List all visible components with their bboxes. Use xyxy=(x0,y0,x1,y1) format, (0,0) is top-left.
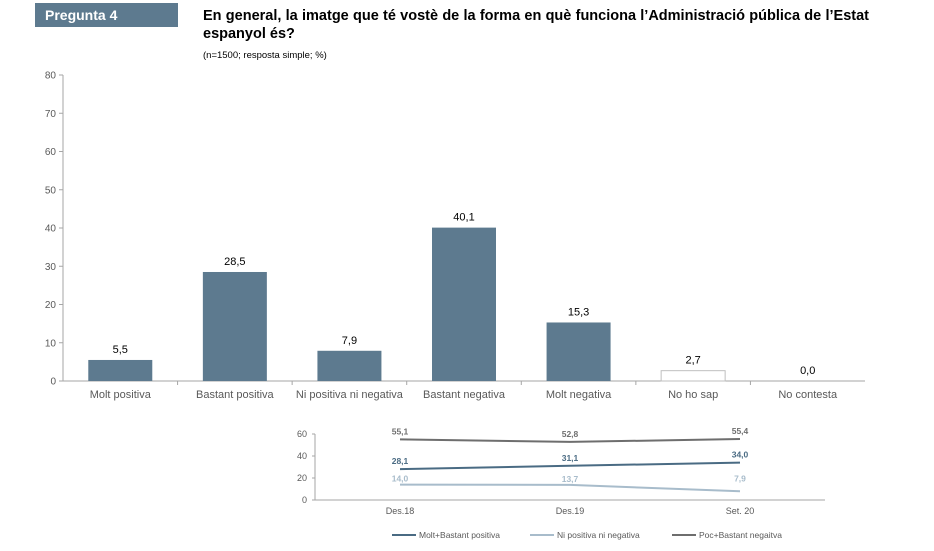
y-tick-label: 20 xyxy=(45,300,57,311)
x-category-label: Molt negativa xyxy=(546,389,612,401)
y-tick-label: 60 xyxy=(45,147,57,158)
trend-point-label: 52,8 xyxy=(562,429,579,439)
question-subtitle: (n=1500; resposta simple; %) xyxy=(203,50,327,61)
trend-x-category-label: Set. 20 xyxy=(726,506,755,516)
question-title: En general, la imatge que té vostè de la… xyxy=(203,8,869,42)
trend-series-line xyxy=(399,461,741,471)
legend-label: Molt+Bastant positiva xyxy=(419,530,500,540)
y-tick-label: 10 xyxy=(45,338,57,349)
bar-value-label: 0,0 xyxy=(800,365,815,377)
bar-value-label: 5,5 xyxy=(113,344,128,356)
trend-point-label: 7,9 xyxy=(734,473,746,483)
bar xyxy=(432,227,496,381)
trend-point-label: 13,7 xyxy=(562,474,579,484)
trend-series-line xyxy=(399,483,741,493)
trend-y-tick-label: 0 xyxy=(302,495,307,505)
trend-point-label: 28,1 xyxy=(392,456,409,466)
bar-value-label: 2,7 xyxy=(685,355,700,367)
trend-y-tick-label: 40 xyxy=(297,451,307,461)
x-category-label: No contesta xyxy=(778,389,838,401)
x-category-label: Bastant negativa xyxy=(423,389,506,401)
x-category-label: Molt positiva xyxy=(90,389,152,401)
bar-chart: 0 10 20 30 40 50 60 70 80 5,5 Molt positiva 28,5 Bas… xyxy=(45,71,865,401)
legend-label: Ni positiva ni negativa xyxy=(557,530,640,540)
bar xyxy=(546,322,611,381)
bar xyxy=(88,359,153,381)
trend-y-tick-label: 60 xyxy=(297,429,307,439)
y-tick-label: 80 xyxy=(45,71,57,82)
y-tick-label: 0 xyxy=(50,377,56,388)
trend-point-label: 55,1 xyxy=(392,426,409,436)
question-badge: Pregunta 4 xyxy=(35,3,178,27)
legend-label: Poc+Bastant negaitva xyxy=(699,530,782,540)
bar xyxy=(660,370,726,382)
bar-value-label: 15,3 xyxy=(568,306,589,318)
trend-line-chart: 0 20 40 60 Des.18 Des.19 Set. 20 28,1 31,1 34,0 14… xyxy=(297,426,825,540)
y-tick-label: 50 xyxy=(45,185,57,196)
y-tick-label: 30 xyxy=(45,262,57,273)
trend-series-line xyxy=(399,438,741,443)
trend-point-label: 55,4 xyxy=(732,426,749,436)
y-tick-label: 70 xyxy=(45,109,57,120)
bar-value-label: 28,5 xyxy=(224,256,245,268)
x-category-label: Ni positiva ni negativa xyxy=(296,389,404,401)
bar xyxy=(317,350,382,381)
trend-point-label: 34,0 xyxy=(732,450,749,460)
x-category-label: Bastant positiva xyxy=(196,389,275,401)
trend-point-label: 31,1 xyxy=(562,453,579,463)
bar-value-label: 7,9 xyxy=(342,335,357,347)
trend-y-tick-label: 20 xyxy=(297,473,307,483)
x-category-label: No ho sap xyxy=(668,389,718,401)
y-tick-label: 40 xyxy=(45,224,57,235)
trend-x-category-label: Des.19 xyxy=(556,506,585,516)
bar-value-label: 40,1 xyxy=(453,212,474,224)
bar xyxy=(202,271,267,381)
trend-point-label: 14,0 xyxy=(392,474,409,484)
trend-x-category-label: Des.18 xyxy=(386,506,415,516)
